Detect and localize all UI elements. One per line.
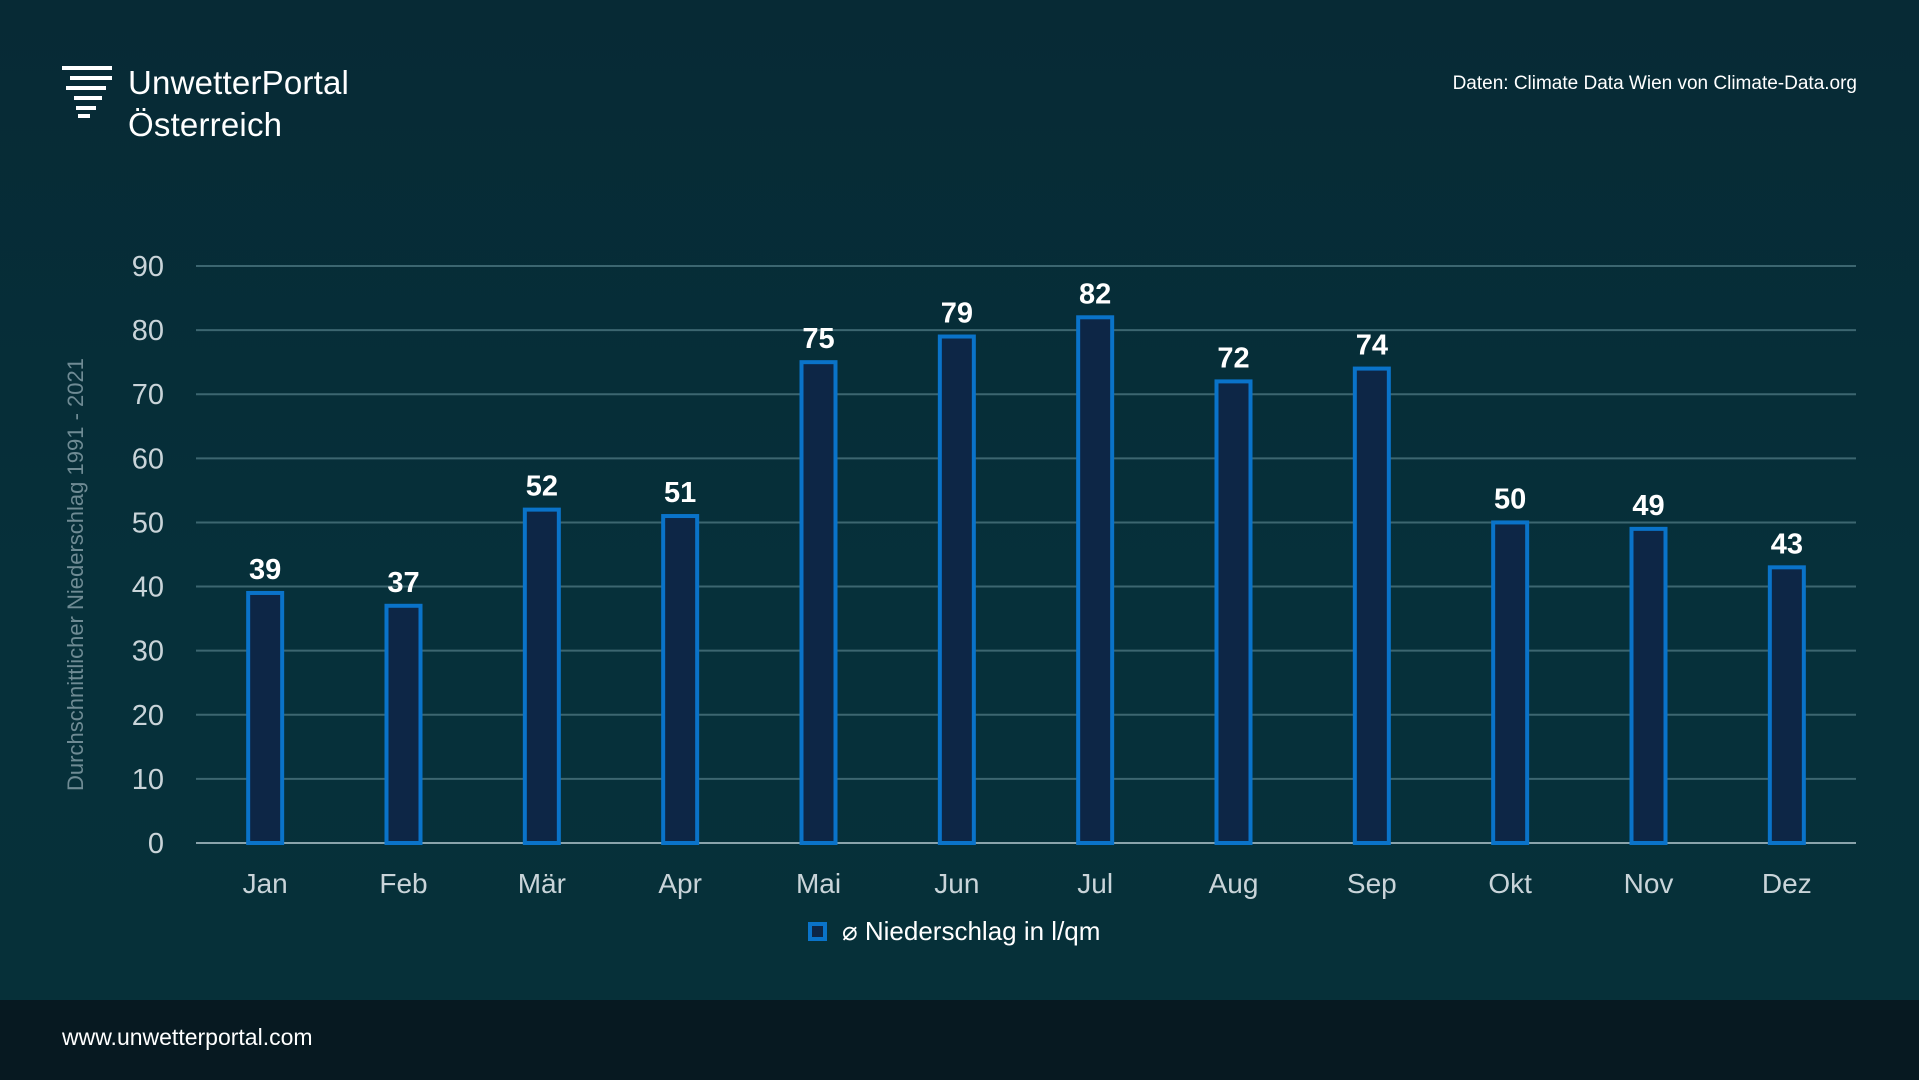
bar [246,590,285,846]
data-label: 49 [1632,490,1664,522]
y-axis-label: Durchschnittlicher Niederschlag 1991 - 2… [63,358,88,791]
y-axis-ticks: 0 10 20 30 40 50 60 70 80 90 [132,251,164,860]
bar [522,507,561,845]
data-source-note: Daten: Climate Data Wien von Climate-Dat… [1452,73,1857,94]
x-tick-label: Dez [1762,868,1812,899]
x-tick-label: Mär [518,868,566,899]
data-label: 72 [1217,342,1249,374]
x-tick-label: Nov [1624,868,1674,899]
brand-logo: UnwetterPortal Österreich [62,62,349,146]
footer: www.unwetterportal.com [0,1000,1919,1080]
bar [1767,565,1806,845]
x-tick-label: Jun [934,868,979,899]
y-tick-label: 30 [132,636,164,668]
data-label: 79 [941,298,973,330]
y-tick-label: 60 [132,443,164,475]
weather-lines-icon [62,66,112,118]
bar [1352,366,1391,845]
y-tick-label: 20 [132,700,164,732]
y-tick-label: 80 [132,315,164,347]
bar [799,360,838,845]
x-tick-label: Jan [243,868,288,899]
data-label: 43 [1771,528,1803,560]
brand-line-1: UnwetterPortal [128,64,350,101]
legend-label: ⌀ Niederschlag in l/qm [842,916,1100,946]
data-label: 74 [1356,330,1388,362]
data-label: 52 [526,471,558,503]
y-tick-label: 0 [148,828,164,860]
gridlines [196,265,1856,844]
bar [384,603,423,845]
bar [661,514,700,845]
data-label: 75 [802,323,834,355]
data-label: 82 [1079,278,1111,310]
x-tick-label: Feb [379,868,427,899]
x-tick-label: Okt [1488,868,1532,899]
x-tick-label: Jul [1077,868,1113,899]
legend-swatch [808,922,827,941]
y-tick-label: 50 [132,507,164,539]
x-tick-label: Apr [658,868,702,899]
x-axis-ticks: Jan Feb Mär Apr Mai Jun Jul Aug Sep Okt Nov Dez [243,868,1812,899]
bar [1629,526,1668,845]
bar [1214,379,1253,845]
data-labels: 39 37 52 51 75 79 82 72 74 50 49 43 [249,278,1803,599]
y-tick-label: 70 [132,379,164,411]
legend: ⌀ Niederschlag in l/qm [808,916,1100,946]
data-label: 51 [664,477,696,509]
bars [246,315,1806,846]
data-label: 50 [1494,483,1526,515]
x-tick-label: Sep [1347,868,1397,899]
brand-line-2: Österreich [128,106,283,143]
y-tick-label: 10 [132,764,164,796]
data-label: 39 [249,554,281,586]
bar [1491,520,1530,845]
x-tick-label: Mai [796,868,841,899]
x-tick-label: Aug [1209,868,1259,899]
y-tick-label: 90 [132,251,164,283]
brand-name: UnwetterPortal Österreich [128,62,349,146]
bar [937,334,976,845]
bar [1076,315,1115,845]
precipitation-bar-chart: 0 10 20 30 40 50 60 70 80 90 39 37 52 51 75 79 82 72 74 50… [63,251,1856,946]
y-tick-label: 40 [132,572,164,604]
data-label: 37 [387,567,419,599]
footer-url[interactable]: www.unwetterportal.com [62,1024,313,1050]
